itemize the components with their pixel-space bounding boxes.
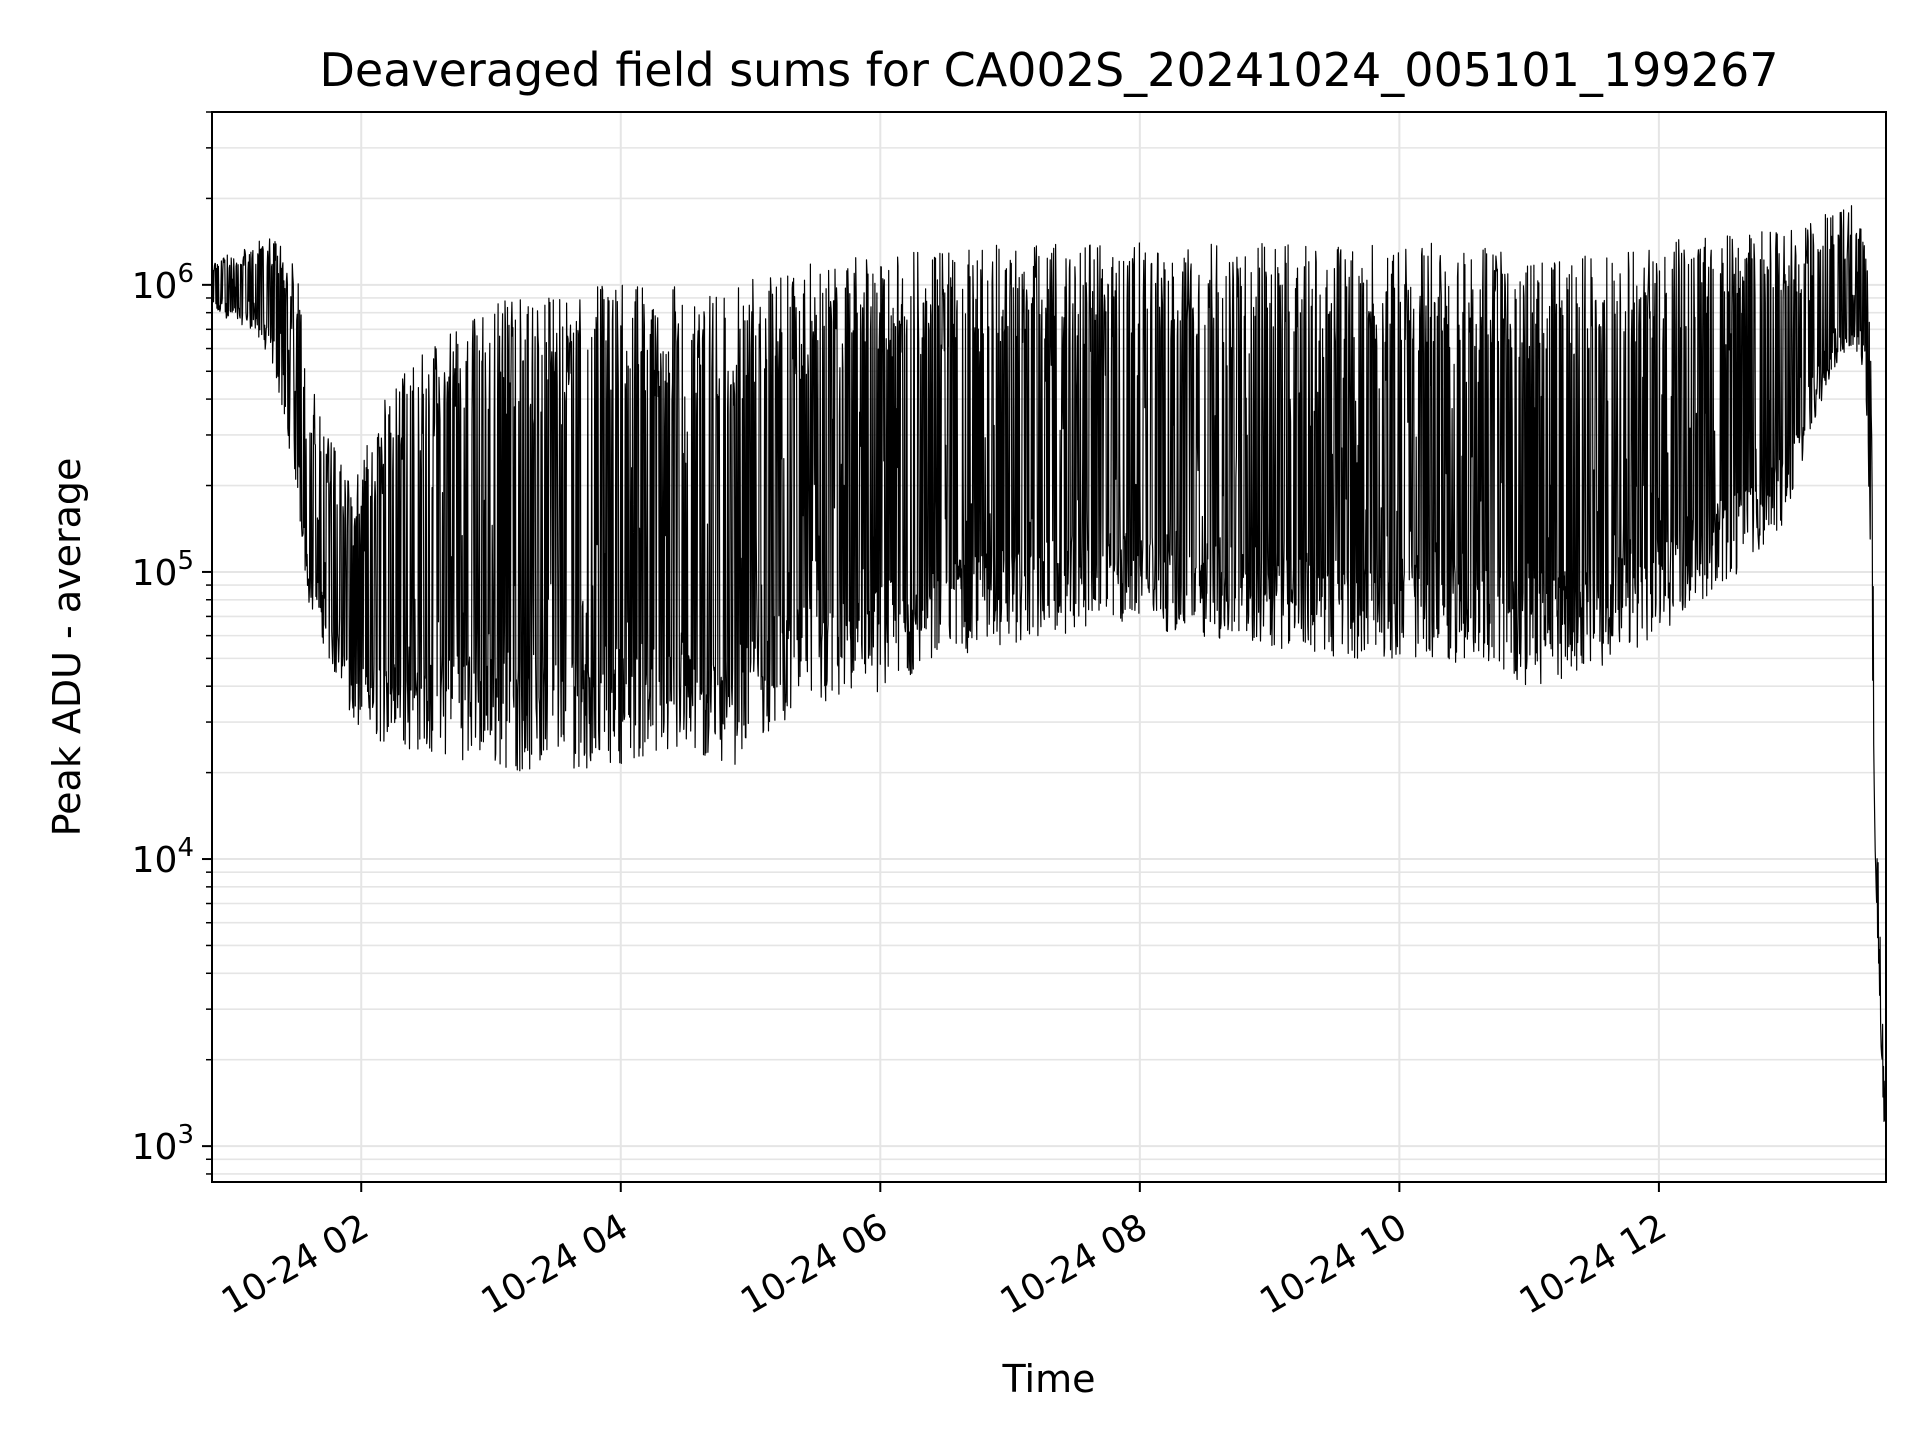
data-layer bbox=[211, 205, 1887, 1123]
y-tick-label: 103 bbox=[132, 1120, 194, 1168]
plot-frame bbox=[211, 111, 1887, 1183]
y-axis-label: Peak ADU - average bbox=[45, 458, 89, 837]
x-axis-label: Time bbox=[1002, 1357, 1096, 1401]
x-tick-label: 10-24 10 bbox=[1253, 1206, 1414, 1322]
x-tick-label: 10-24 02 bbox=[215, 1206, 376, 1322]
x-tick-label: 10-24 06 bbox=[734, 1206, 895, 1322]
y-tick-label: 104 bbox=[132, 833, 194, 881]
x-tick-label: 10-24 04 bbox=[475, 1206, 636, 1322]
x-tick-label: 10-24 08 bbox=[994, 1206, 1155, 1322]
y-tick-label: 106 bbox=[132, 259, 194, 307]
y-tick-label: 105 bbox=[132, 546, 194, 594]
chart-title: Deaveraged field sums for CA002S_2024102… bbox=[319, 43, 1778, 97]
x-tick-label: 10-24 12 bbox=[1513, 1206, 1674, 1322]
data-series-line bbox=[211, 205, 1887, 1123]
